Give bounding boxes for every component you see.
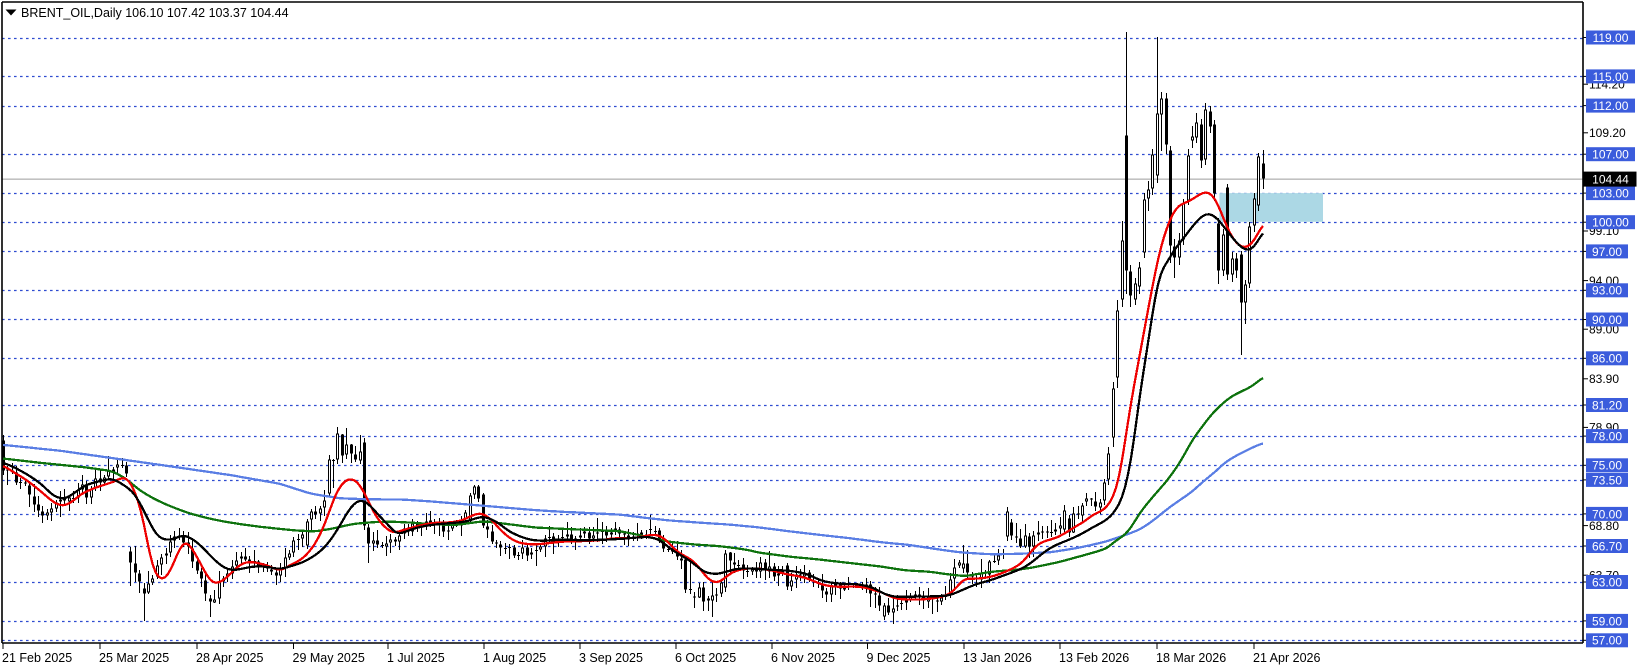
svg-text:1 Aug 2025: 1 Aug 2025 bbox=[483, 651, 546, 665]
svg-text:90.00: 90.00 bbox=[1592, 313, 1622, 327]
svg-text:9 Dec 2025: 9 Dec 2025 bbox=[867, 651, 931, 665]
svg-text:28 Apr 2025: 28 Apr 2025 bbox=[196, 651, 263, 665]
svg-text:57.00: 57.00 bbox=[1592, 634, 1622, 648]
svg-text:86.00: 86.00 bbox=[1592, 352, 1622, 366]
svg-text:63.00: 63.00 bbox=[1592, 575, 1622, 589]
svg-text:25 Mar 2025: 25 Mar 2025 bbox=[99, 651, 169, 665]
svg-text:75.00: 75.00 bbox=[1592, 459, 1622, 473]
svg-text:78.00: 78.00 bbox=[1592, 430, 1622, 444]
svg-text:21 Apr 2026: 21 Apr 2026 bbox=[1253, 651, 1320, 665]
svg-text:1 Jul 2025: 1 Jul 2025 bbox=[387, 651, 445, 665]
svg-text:115.00: 115.00 bbox=[1593, 70, 1629, 84]
svg-text:81.20: 81.20 bbox=[1592, 398, 1622, 412]
svg-text:93.00: 93.00 bbox=[1592, 284, 1622, 298]
svg-text:21 Feb 2025: 21 Feb 2025 bbox=[2, 651, 72, 665]
svg-text:119.00: 119.00 bbox=[1593, 31, 1629, 45]
svg-text:66.70: 66.70 bbox=[1592, 539, 1622, 553]
svg-text:112.00: 112.00 bbox=[1593, 99, 1629, 113]
svg-text:59.00: 59.00 bbox=[1592, 614, 1622, 628]
svg-text:100.00: 100.00 bbox=[1592, 216, 1629, 230]
svg-text:BRENT_OIL,Daily 106.10 107.42: BRENT_OIL,Daily 106.10 107.42 103.37 104… bbox=[21, 6, 289, 20]
svg-text:29 May 2025: 29 May 2025 bbox=[293, 651, 365, 665]
svg-text:73.50: 73.50 bbox=[1592, 473, 1622, 487]
svg-text:3 Sep 2025: 3 Sep 2025 bbox=[579, 651, 643, 665]
svg-text:18 Mar 2026: 18 Mar 2026 bbox=[1156, 651, 1226, 665]
svg-text:97.00: 97.00 bbox=[1592, 245, 1622, 259]
svg-text:13 Feb 2026: 13 Feb 2026 bbox=[1059, 651, 1129, 665]
svg-text:107.00: 107.00 bbox=[1592, 148, 1629, 162]
svg-text:6 Oct 2025: 6 Oct 2025 bbox=[675, 651, 736, 665]
svg-text:104.44: 104.44 bbox=[1592, 173, 1629, 187]
svg-text:103.00: 103.00 bbox=[1592, 187, 1629, 201]
svg-text:109.20: 109.20 bbox=[1589, 126, 1626, 140]
svg-text:6 Nov 2025: 6 Nov 2025 bbox=[771, 651, 835, 665]
svg-text:13 Jan 2026: 13 Jan 2026 bbox=[963, 651, 1032, 665]
svg-text:68.80: 68.80 bbox=[1589, 519, 1619, 533]
svg-text:70.00: 70.00 bbox=[1592, 507, 1622, 521]
svg-text:83.90: 83.90 bbox=[1589, 372, 1619, 386]
